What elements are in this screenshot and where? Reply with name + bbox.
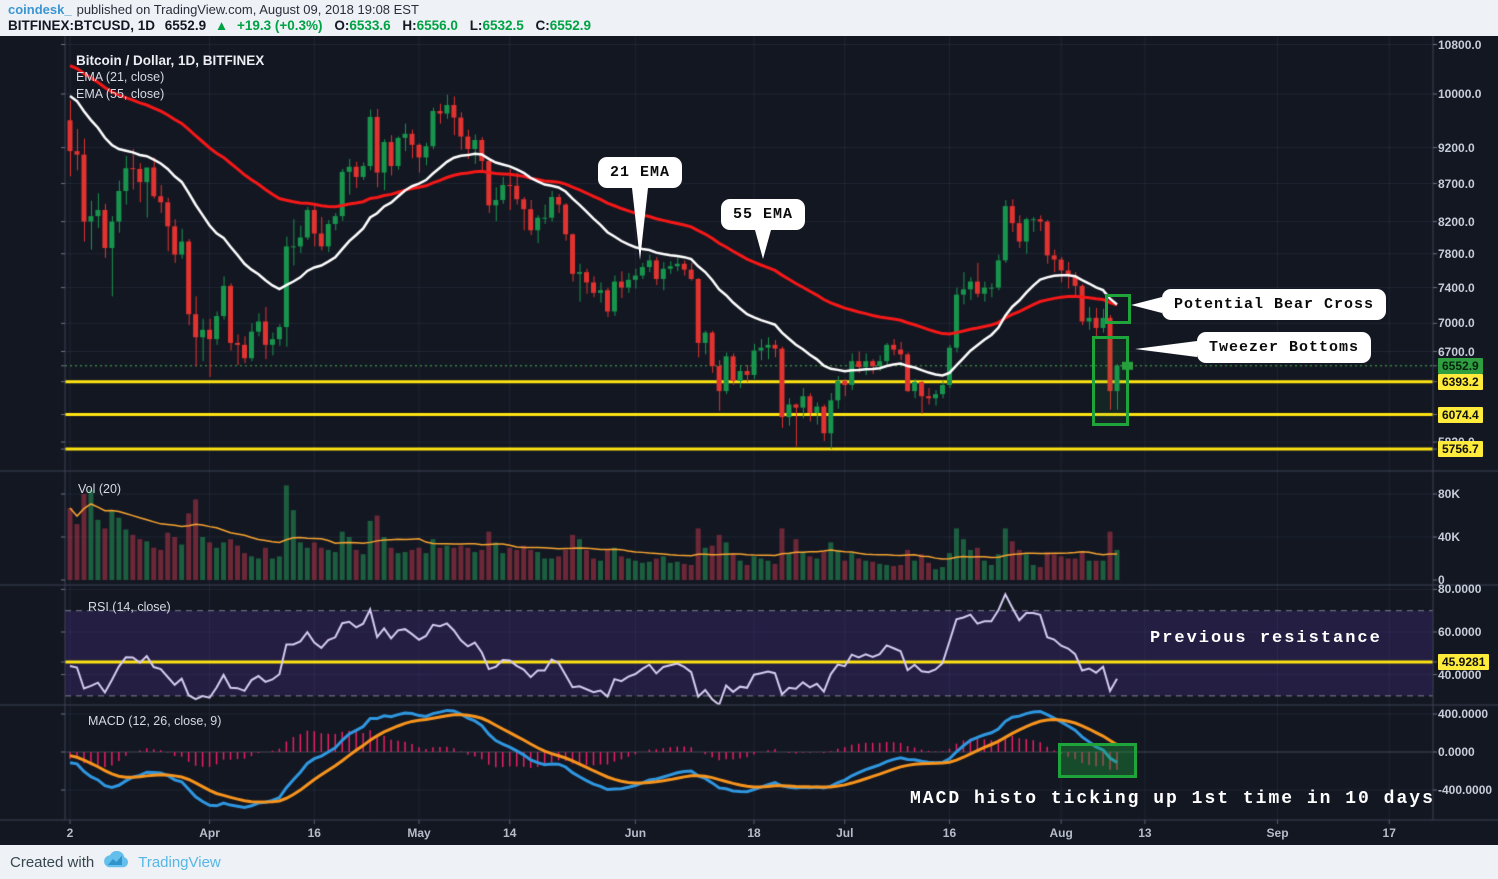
time-axis-label: 16 <box>307 826 321 840</box>
footer: Created with TradingView <box>0 845 1498 879</box>
price-tick-label: 10800.0 <box>1438 37 1482 52</box>
tweezer-callout[interactable]: Tweezer Bottoms <box>1135 332 1372 363</box>
level-price-label: 5756.7 <box>1438 441 1483 458</box>
price-tick-label: 8700.0 <box>1438 176 1475 191</box>
rsi-tick-label: 60.0000 <box>1438 625 1482 639</box>
open-label: O: <box>334 18 350 33</box>
macd-tick-label: -400.0000 <box>1438 783 1493 797</box>
time-axis-label: 18 <box>747 826 761 840</box>
level-price-label: 6393.2 <box>1438 373 1483 390</box>
ema55-callout-text: 55 EMA <box>733 206 794 223</box>
bear-cross-box[interactable] <box>1105 294 1131 324</box>
bear-cross-callout[interactable]: Potential Bear Cross <box>1131 289 1387 320</box>
time-axis-label: 16 <box>942 826 957 840</box>
ema55-legend[interactable]: EMA (55, close) <box>76 87 165 101</box>
low-label: L: <box>469 18 483 33</box>
author-link[interactable]: coindesk_ <box>8 2 72 17</box>
volume-tick-label: 40K <box>1438 530 1461 544</box>
price-tick-label: 6700.0 <box>1438 344 1475 359</box>
time-axis-label: Apr <box>199 826 220 840</box>
callout-tail <box>1135 341 1197 357</box>
callout-tail <box>632 188 648 260</box>
publish-line: coindesk_ published on TradingView.com, A… <box>8 2 1498 18</box>
last-price-label: 6552.9 <box>1438 357 1483 374</box>
level-price-label: 6074.4 <box>1438 406 1483 423</box>
volume-legend[interactable]: Vol (20) <box>78 482 122 496</box>
callout-tail <box>755 230 771 259</box>
time-axis-label: May <box>407 826 431 840</box>
ema21-legend[interactable]: EMA (21, close) <box>76 70 165 84</box>
rsi-tick-label: 80.0000 <box>1438 582 1482 597</box>
macd-histogram-box[interactable] <box>1058 743 1137 778</box>
price-axis-left[interactable] <box>0 36 65 820</box>
symbol-label[interactable]: BITFINEX:BTCUSD, 1D <box>8 18 156 33</box>
macd-note[interactable]: MACD histo ticking up 1st time in 10 day… <box>910 789 1435 809</box>
time-axis-label: Jun <box>624 826 647 840</box>
price-tick-label: 7400.0 <box>1438 280 1475 295</box>
time-axis-label: 17 <box>1382 826 1396 840</box>
bear-cross-callout-text: Potential Bear Cross <box>1174 296 1375 313</box>
ema21-callout-text: 21 EMA <box>610 164 671 181</box>
price-tick-label: 7000.0 <box>1438 316 1475 331</box>
close-value: 6552.9 <box>549 18 592 33</box>
header: coindesk_ published on TradingView.com, A… <box>0 0 1498 36</box>
published-text: published on TradingView.com, August 09,… <box>76 2 419 17</box>
time-axis-label: 2 <box>66 826 74 840</box>
change-arrow-icon: ▲ <box>214 18 229 33</box>
rsi-tick-label: 40.0000 <box>1438 667 1482 682</box>
tweezer-bottoms-box[interactable] <box>1092 336 1129 426</box>
price-tick-label: 9200.0 <box>1438 140 1475 155</box>
created-with-text: Created with <box>10 853 95 871</box>
price-tick-label: 10000.0 <box>1438 87 1482 101</box>
tradingview-logo-icon <box>102 850 130 873</box>
callout-tail <box>1131 297 1162 313</box>
high-label: H: <box>402 18 417 33</box>
time-axis-label: Aug <box>1049 826 1073 840</box>
high-value: 6556.0 <box>416 18 458 33</box>
price-tick-label: 8200.0 <box>1438 214 1475 229</box>
previous-resistance-note[interactable]: Previous resistance <box>1150 629 1382 648</box>
rsi-legend[interactable]: RSI (14, close) <box>88 600 171 614</box>
rsi-level-label: 45.9281 <box>1438 653 1490 670</box>
ema21-callout[interactable]: 21 EMA <box>598 157 683 260</box>
macd-legend[interactable]: MACD (12, 26, close, 9) <box>88 714 222 728</box>
close-label: C: <box>535 18 550 33</box>
time-axis-label: Sep <box>1266 826 1289 840</box>
time-axis-label: 13 <box>1138 826 1152 840</box>
volume-tick-label: 80K <box>1438 487 1461 501</box>
open-value: 6533.6 <box>349 18 391 33</box>
macd-tick-label: 400.0000 <box>1438 707 1489 721</box>
price-tick-label: 7800.0 <box>1438 246 1475 261</box>
low-value: 6532.5 <box>482 18 524 33</box>
tradingview-brand-link[interactable]: TradingView <box>138 853 221 871</box>
symbol-line: BITFINEX:BTCUSD, 1D 6552.9 ▲ +19.3 (+0.3… <box>8 18 1498 34</box>
volume-tick-label: 0 <box>1438 573 1445 587</box>
macd-tick-label: 0.0000 <box>1438 745 1475 759</box>
ema55-callout[interactable]: 55 EMA <box>721 199 806 259</box>
main-chart-legend[interactable]: Bitcoin / Dollar, 1D, BITFINEX <box>76 53 265 68</box>
time-axis-label: Jul <box>836 826 854 840</box>
last-price: 6552.9 <box>164 18 207 33</box>
change-value: +19.3 (+0.3%) <box>236 18 323 33</box>
tweezer-callout-text: Tweezer Bottoms <box>1209 339 1360 356</box>
time-axis-label: 14 <box>503 826 517 840</box>
